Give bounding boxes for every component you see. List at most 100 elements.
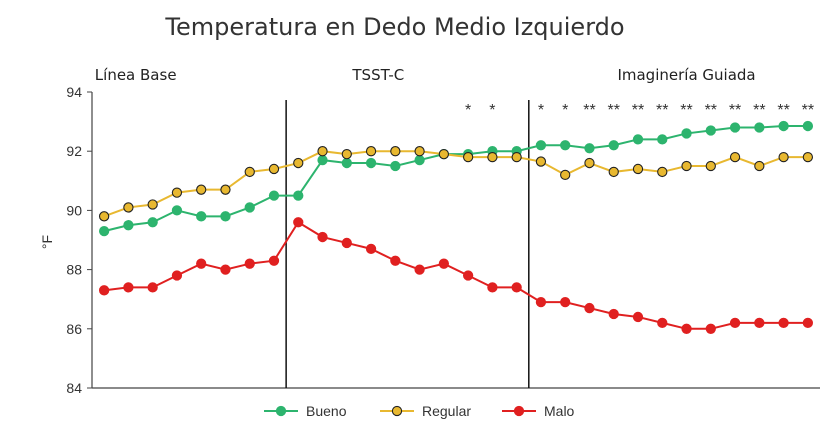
data-point <box>98 225 110 237</box>
significance-star: ** <box>656 102 668 119</box>
y-tick-label: 88 <box>66 262 82 278</box>
data-point <box>560 297 571 308</box>
phase-dividers <box>285 100 530 388</box>
data-point <box>560 169 571 181</box>
data-point <box>754 317 765 329</box>
data-point <box>657 166 668 178</box>
legend-marker <box>513 405 525 417</box>
data-point <box>462 270 474 281</box>
data-point <box>438 149 450 160</box>
series-line <box>103 150 808 218</box>
data-point <box>681 323 692 334</box>
data-point <box>438 258 450 269</box>
data-point <box>511 282 522 293</box>
data-point <box>632 311 644 323</box>
legend-label: Malo <box>544 403 575 419</box>
data-point <box>268 255 280 266</box>
series-bueno <box>98 120 814 237</box>
data-point <box>681 160 692 172</box>
series-line <box>103 125 808 233</box>
data-point <box>414 154 425 166</box>
y-tick-label: 86 <box>66 321 82 337</box>
y-axis-label: °F <box>39 235 55 249</box>
data-point <box>608 308 619 320</box>
data-point <box>390 160 401 172</box>
data-point <box>365 146 377 157</box>
data-point <box>196 211 207 222</box>
phase-label: TSST-C <box>351 66 404 84</box>
significance-star: ** <box>777 102 789 119</box>
data-point <box>778 151 789 163</box>
significance-star: ** <box>680 102 692 119</box>
data-point <box>802 120 814 132</box>
data-point <box>293 217 304 228</box>
chart-title: Temperatura en Dedo Medio Izquierdo <box>164 13 624 41</box>
data-point <box>535 140 547 151</box>
data-point <box>244 202 255 213</box>
series-line <box>104 220 808 330</box>
legend-label: Regular <box>422 403 471 419</box>
data-point <box>220 211 231 222</box>
data-point <box>123 282 134 293</box>
data-point <box>535 156 547 167</box>
legend-item-bueno: Bueno <box>264 403 347 419</box>
data-point <box>487 282 498 293</box>
data-point <box>171 205 183 216</box>
data-point <box>317 154 328 166</box>
y-tick-label: 84 <box>66 380 82 396</box>
data-point <box>414 146 425 157</box>
significance-markers: * * * * ** ** ** ** ** ** ** ** ** ** <box>465 102 814 119</box>
data-point <box>220 184 231 195</box>
data-point <box>608 140 619 151</box>
y-tick-label: 90 <box>66 202 82 218</box>
data-point <box>705 160 716 172</box>
data-point <box>317 231 328 243</box>
data-point <box>462 151 474 163</box>
significance-star: ** <box>608 102 620 119</box>
significance-star: * <box>562 102 568 119</box>
phase-labels: Línea Base TSST-C Imaginería Guiada <box>95 66 756 84</box>
legend-item-malo: Malo <box>502 403 575 419</box>
data-point <box>729 317 741 329</box>
data-point <box>390 255 401 266</box>
data-point <box>657 317 668 329</box>
data-point <box>729 151 741 163</box>
data-point <box>171 270 183 281</box>
significance-star: ** <box>705 102 717 119</box>
data-point <box>705 323 716 334</box>
phase-label: Línea Base <box>95 66 177 84</box>
axes: 84 86 88 90 92 94 <box>66 84 820 396</box>
data-point <box>293 190 304 201</box>
data-point <box>778 120 789 132</box>
data-point <box>196 258 207 269</box>
data-point <box>584 143 595 154</box>
data-point <box>341 157 352 169</box>
y-tick-label: 92 <box>66 143 82 159</box>
series-regular <box>98 146 814 222</box>
data-point <box>390 146 401 157</box>
significance-star: ** <box>802 102 814 119</box>
data-point <box>98 211 110 222</box>
data-point <box>123 202 134 213</box>
data-point <box>608 166 619 178</box>
legend: Bueno Regular Malo <box>264 403 575 419</box>
data-point <box>584 302 595 314</box>
data-point <box>560 140 571 151</box>
legend-marker <box>275 405 287 417</box>
data-point <box>802 317 814 329</box>
data-point <box>268 190 280 201</box>
data-point <box>341 237 352 249</box>
legend-marker <box>391 405 403 417</box>
data-point <box>98 285 110 296</box>
significance-star: ** <box>753 102 765 119</box>
data-point <box>681 128 692 139</box>
y-tick-label: 94 <box>66 84 82 100</box>
significance-star: ** <box>729 102 741 119</box>
data-point <box>632 163 644 175</box>
legend-item-regular: Regular <box>380 403 471 419</box>
data-point <box>535 297 547 308</box>
data-point <box>293 157 304 169</box>
data-point <box>244 258 255 269</box>
data-point <box>754 122 765 133</box>
